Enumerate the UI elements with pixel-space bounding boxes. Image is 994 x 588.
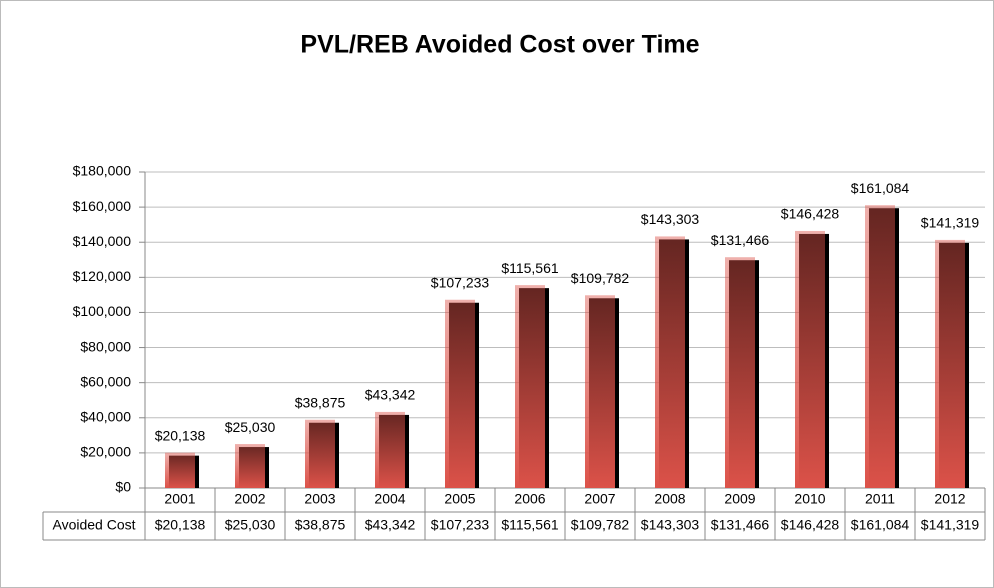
data-label: $146,428 xyxy=(781,206,840,222)
bar xyxy=(305,419,335,488)
y-tick-label: $120,000 xyxy=(73,268,132,284)
y-tick-label: $60,000 xyxy=(80,373,131,389)
bar xyxy=(935,239,965,488)
data-label: $25,030 xyxy=(225,419,276,435)
table-value: $25,030 xyxy=(225,517,276,533)
y-tick-label: $0 xyxy=(115,479,131,495)
bar xyxy=(725,257,755,488)
y-tick-label: $80,000 xyxy=(80,338,131,354)
bar xyxy=(655,236,685,488)
x-tick-label: 2003 xyxy=(304,491,335,507)
y-tick-label: $160,000 xyxy=(73,198,132,214)
x-tick-label: 2007 xyxy=(584,491,615,507)
x-tick-label: 2002 xyxy=(234,491,265,507)
bar xyxy=(165,452,195,488)
bar xyxy=(795,230,825,489)
x-tick-label: 2012 xyxy=(934,491,965,507)
table-value: $141,319 xyxy=(921,517,980,533)
bar xyxy=(515,285,545,488)
legend-label: Avoided Cost xyxy=(52,517,135,533)
bar xyxy=(865,205,895,489)
table-value: $107,233 xyxy=(431,517,490,533)
y-tick-label: $40,000 xyxy=(80,408,131,424)
x-tick-label: 2005 xyxy=(444,491,475,507)
table-value: $146,428 xyxy=(781,517,840,533)
data-label: $131,466 xyxy=(711,232,770,248)
y-tick-label: $20,000 xyxy=(80,444,131,460)
x-tick-label: 2006 xyxy=(514,491,545,507)
data-label: $161,084 xyxy=(851,180,910,196)
table-value: $131,466 xyxy=(711,517,770,533)
bar xyxy=(235,444,265,488)
data-label: $20,138 xyxy=(155,427,206,443)
data-label: $107,233 xyxy=(431,274,490,290)
x-tick-label: 2008 xyxy=(654,491,685,507)
x-tick-label: 2009 xyxy=(724,491,755,507)
data-label: $143,303 xyxy=(641,211,700,227)
table-value: $115,561 xyxy=(501,517,559,533)
table-value: $38,875 xyxy=(295,517,346,533)
data-label: $38,875 xyxy=(295,394,346,410)
x-tick-label: 2010 xyxy=(794,491,825,507)
table-value: $109,782 xyxy=(571,517,630,533)
table-value: $161,084 xyxy=(851,517,910,533)
bar xyxy=(375,411,405,488)
x-tick-label: 2001 xyxy=(164,491,195,507)
table-value: $43,342 xyxy=(365,517,416,533)
y-tick-label: $180,000 xyxy=(73,163,132,179)
x-tick-label: 2011 xyxy=(865,491,895,507)
data-label: $109,782 xyxy=(571,270,630,286)
table-value: $143,303 xyxy=(641,517,700,533)
data-label: $43,342 xyxy=(365,387,416,403)
x-tick-label: 2004 xyxy=(374,491,405,507)
bar xyxy=(585,295,615,488)
bar xyxy=(445,299,475,488)
y-tick-label: $100,000 xyxy=(73,303,132,319)
data-label: $141,319 xyxy=(921,215,980,231)
y-tick-label: $140,000 xyxy=(73,233,132,249)
chart-title: PVL/REB Avoided Cost over Time xyxy=(300,31,699,59)
table-value: $20,138 xyxy=(155,517,206,533)
data-label: $115,561 xyxy=(501,260,559,276)
